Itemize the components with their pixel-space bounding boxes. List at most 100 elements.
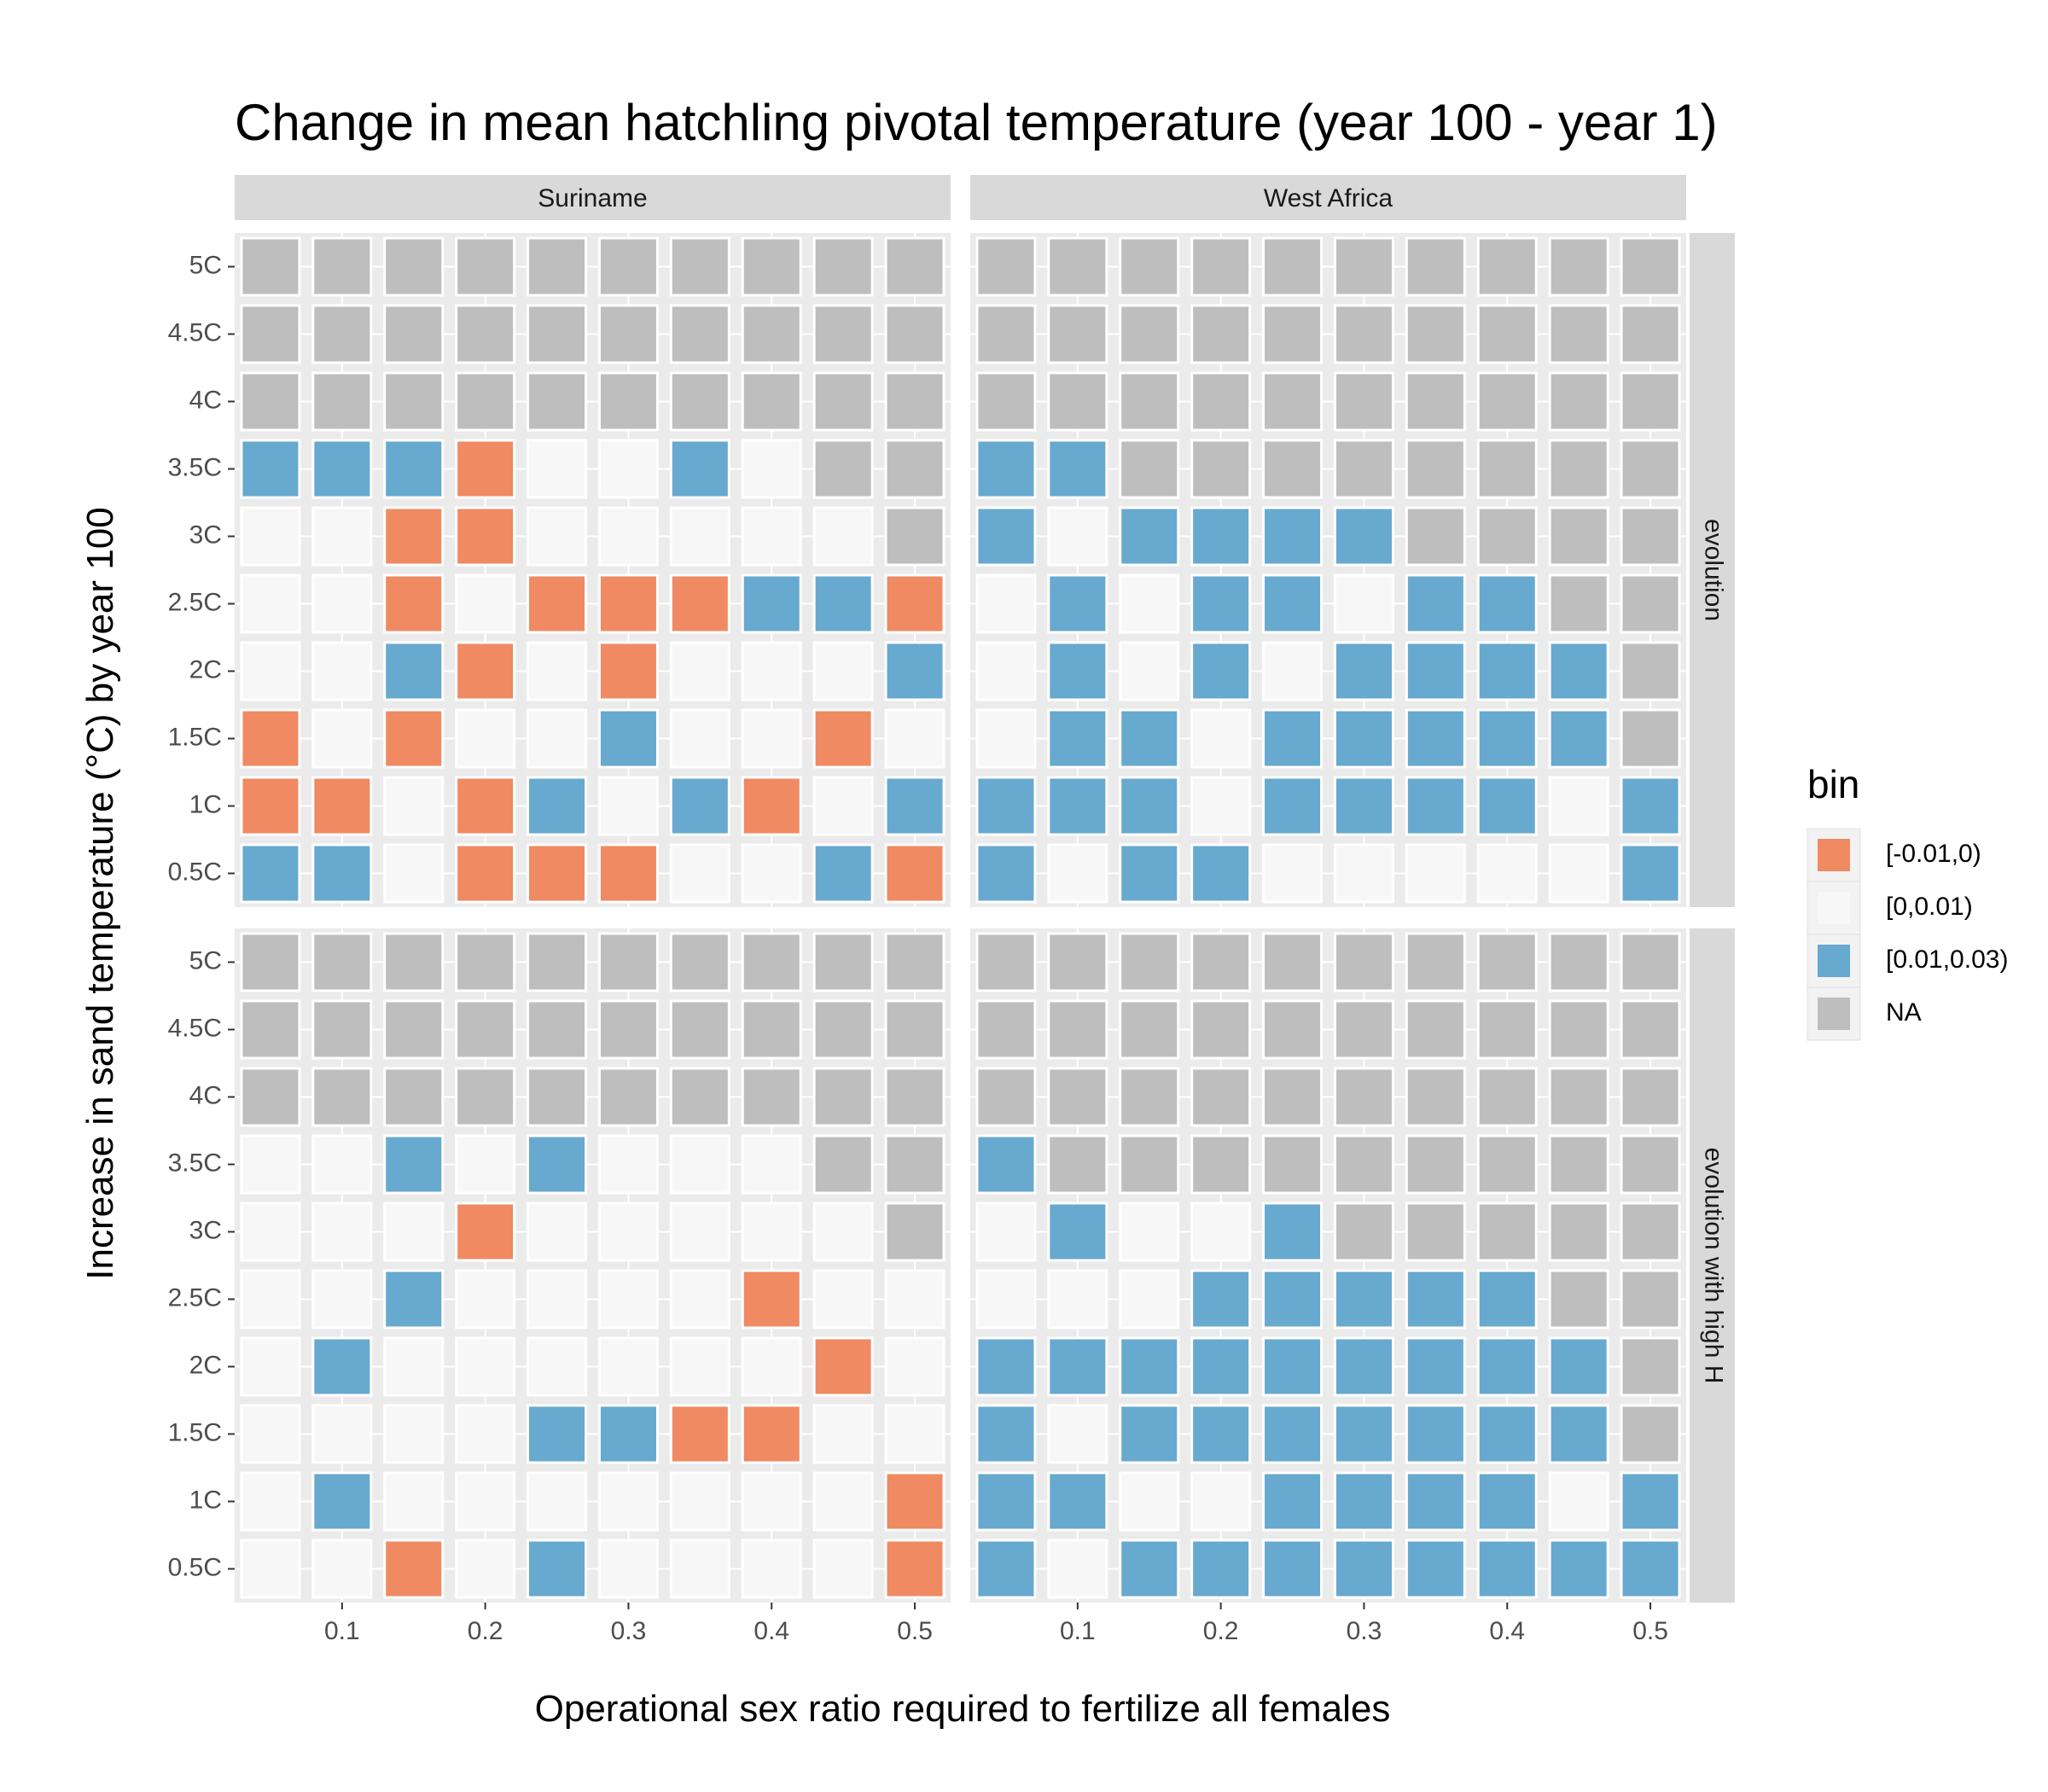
heatmap-tile xyxy=(672,1339,728,1394)
y-tick-label: 1.5C xyxy=(168,723,222,751)
heatmap-tile xyxy=(815,239,871,294)
heatmap-tile xyxy=(1121,643,1178,699)
heatmap-tile xyxy=(1407,576,1463,631)
heatmap-tile xyxy=(887,1339,943,1394)
heatmap-tile xyxy=(1622,1406,1679,1462)
heatmap-tile xyxy=(887,711,943,766)
heatmap-tile xyxy=(1622,1137,1679,1192)
heatmap-tile xyxy=(815,374,871,429)
heatmap-tile xyxy=(672,1271,728,1327)
heatmap-tile xyxy=(529,1541,585,1597)
heatmap-tile xyxy=(1335,374,1392,429)
heatmap-tile xyxy=(672,711,728,766)
heatmap-tile xyxy=(457,1541,514,1597)
heatmap-tile xyxy=(1121,374,1178,429)
heatmap-tile xyxy=(1551,1002,1607,1057)
heatmap-tile xyxy=(1622,1271,1679,1327)
heatmap-tile xyxy=(386,1474,442,1529)
heatmap-tile xyxy=(386,509,442,564)
heatmap-tile xyxy=(978,846,1034,901)
heatmap-tile xyxy=(386,1541,442,1597)
heatmap-tile xyxy=(743,576,800,631)
heatmap-tile xyxy=(529,374,585,429)
heatmap-tile xyxy=(1551,1474,1607,1529)
heatmap-tile xyxy=(457,778,514,834)
heatmap-tile xyxy=(1551,239,1607,294)
heatmap-tile xyxy=(1407,711,1463,766)
heatmap-tile xyxy=(672,239,728,294)
heatmap-tile xyxy=(1265,1204,1321,1260)
heatmap-tile xyxy=(1193,509,1249,564)
heatmap-tile xyxy=(1479,1406,1535,1462)
heatmap-tile xyxy=(1265,1339,1321,1394)
heatmap-tile xyxy=(1265,711,1321,766)
heatmap-tile xyxy=(887,1069,943,1125)
heatmap-tile xyxy=(1335,711,1392,766)
heatmap-tile xyxy=(529,576,585,631)
heatmap-tile xyxy=(1050,306,1106,362)
heatmap-tile xyxy=(1121,239,1178,294)
heatmap-tile xyxy=(314,239,370,294)
heatmap-tile xyxy=(1551,934,1607,990)
heatmap-tile xyxy=(887,1406,943,1462)
heatmap-tile xyxy=(978,1271,1034,1327)
heatmap-tile xyxy=(1121,1137,1178,1192)
x-tick-label: 0.2 xyxy=(468,1617,503,1645)
heatmap-tile xyxy=(1050,576,1106,631)
heatmap-tile xyxy=(672,1541,728,1597)
heatmap-tile xyxy=(1335,1339,1392,1394)
heatmap-tile xyxy=(529,1271,585,1327)
heatmap-tile xyxy=(978,1002,1034,1057)
heatmap-tile xyxy=(1335,643,1392,699)
heatmap-tile xyxy=(672,306,728,362)
heatmap-tile xyxy=(1335,934,1392,990)
y-tick-label: 3.5C xyxy=(168,1149,222,1177)
heatmap-tile xyxy=(1335,441,1392,497)
heatmap-tile xyxy=(1193,1069,1249,1125)
heatmap-tile xyxy=(1335,1204,1392,1260)
heatmap-tile xyxy=(1335,1474,1392,1529)
heatmap-tile xyxy=(457,1204,514,1260)
heatmap-tile xyxy=(1121,1204,1178,1260)
heatmap-tile xyxy=(1050,643,1106,699)
heatmap-tile xyxy=(1050,1541,1106,1597)
heatmap-tile xyxy=(600,711,656,766)
heatmap-tile xyxy=(887,509,943,564)
heatmap-tile xyxy=(457,509,514,564)
heatmap-tile xyxy=(815,306,871,362)
heatmap-tile xyxy=(1265,1069,1321,1125)
heatmap-tile xyxy=(314,1002,370,1057)
heatmap-tile xyxy=(887,306,943,362)
heatmap-tile xyxy=(1121,509,1178,564)
heatmap-tile xyxy=(529,509,585,564)
heatmap-tile xyxy=(1335,1271,1392,1327)
heatmap-tile xyxy=(743,1137,800,1192)
heatmap-tile xyxy=(1551,576,1607,631)
heatmap-tile xyxy=(887,1002,943,1057)
heatmap-tile xyxy=(672,1406,728,1462)
heatmap-tile xyxy=(1407,374,1463,429)
heatmap-tile xyxy=(743,1339,800,1394)
heatmap-tile xyxy=(1335,576,1392,631)
heatmap-tile xyxy=(672,1069,728,1125)
heatmap-tile xyxy=(1265,1541,1321,1597)
heatmap-tile xyxy=(529,1339,585,1394)
heatmap-tile xyxy=(314,576,370,631)
legend-key-background xyxy=(1807,881,1861,935)
heatmap-tile xyxy=(600,1137,656,1192)
heatmap-tile xyxy=(815,1271,871,1327)
heatmap-tile xyxy=(314,509,370,564)
heatmap-tile xyxy=(529,846,585,901)
heatmap-tile xyxy=(1193,1474,1249,1529)
heatmap-tile xyxy=(1193,711,1249,766)
heatmap-tile xyxy=(1551,509,1607,564)
heatmap-tile xyxy=(1622,374,1679,429)
heatmap-tile xyxy=(1479,1541,1535,1597)
y-tick-label: 4.5C xyxy=(168,318,222,346)
y-tick-label: 5C xyxy=(189,251,222,279)
heatmap-tile xyxy=(314,1137,370,1192)
y-tick-label: 0.5C xyxy=(168,1553,222,1581)
heatmap-tile xyxy=(1622,1541,1679,1597)
heatmap-tile xyxy=(1407,1271,1463,1327)
heatmap-tile xyxy=(887,239,943,294)
